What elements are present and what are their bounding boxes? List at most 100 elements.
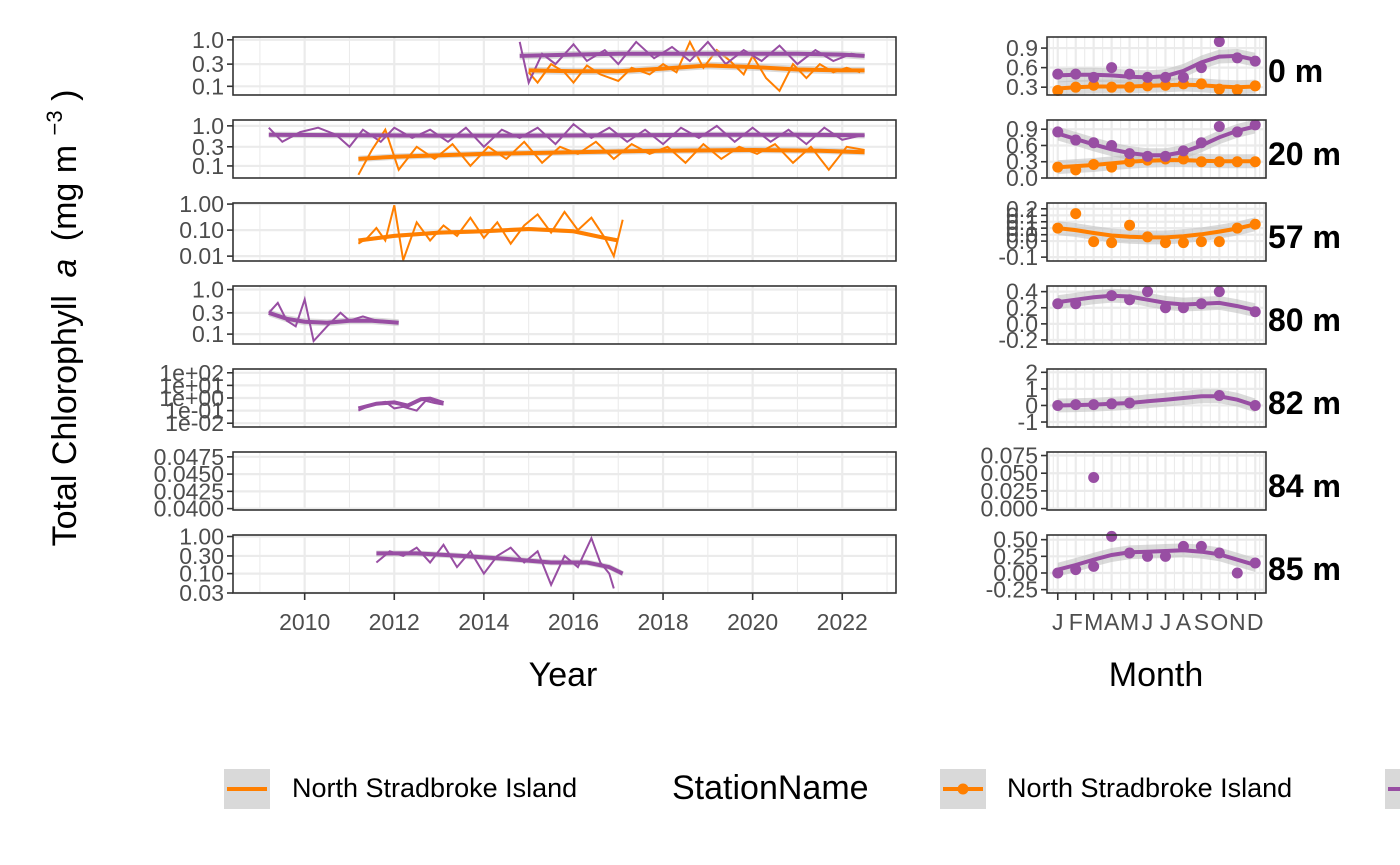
year-y-tick-label: 0.0400 xyxy=(154,496,224,522)
year-y-tick-label: 0.3 xyxy=(192,300,224,326)
month-point xyxy=(1106,161,1118,173)
month-y-tick-label: -1 xyxy=(1018,409,1038,435)
month-point xyxy=(1070,134,1082,146)
legend-title: StationName xyxy=(672,769,869,807)
month-point xyxy=(1249,156,1261,168)
month-point xyxy=(1052,68,1064,80)
year-y-tick-label: 0.01 xyxy=(179,243,224,269)
year-smooth-line xyxy=(519,51,865,58)
legend-key-point xyxy=(957,783,969,795)
month-x-tick-label: J xyxy=(1160,609,1172,635)
month-point xyxy=(1177,71,1189,83)
year-y-tick-label: 1e-02 xyxy=(165,410,224,436)
year-y-tick-label: 1e+01 xyxy=(159,372,224,398)
facet-strip-label: 20 m xyxy=(1268,136,1341,172)
year-y-tick-label: 0.3 xyxy=(192,51,224,77)
month-y-tick-label: 0.1 xyxy=(1006,202,1038,228)
year-y-tick-label: 0.1 xyxy=(192,321,224,347)
y-axis-title: Total Chlorophyll a (mg m −3 ) xyxy=(32,90,84,547)
month-x-tick-label: N xyxy=(1229,609,1246,635)
month-smooth-line xyxy=(1057,293,1256,313)
month-point xyxy=(1052,84,1064,96)
month-point xyxy=(1070,208,1082,220)
year-y-tick-label: 1e-01 xyxy=(165,398,224,424)
year-smooth-line xyxy=(357,396,445,411)
month-y-tick-label: 0.2 xyxy=(1006,295,1038,321)
facet-row-3: 1.00.30.1 0.40.20.0-0.2 80 m xyxy=(192,277,1341,353)
year-y-tick-label: 1.0 xyxy=(192,113,224,139)
x-axes: 2010 2012 2014 2016 2018 2020 2022 J F M A M J J A S O N D xyxy=(279,593,1264,635)
year-raw-line xyxy=(375,535,615,589)
month-y-tick-label: 0.2 xyxy=(1006,196,1038,222)
month-point xyxy=(1249,55,1261,67)
month-point xyxy=(1177,237,1189,249)
year-y-tick-label: 1e+00 xyxy=(159,385,224,411)
month-point xyxy=(1124,156,1136,168)
month-x-tick-label: J xyxy=(1052,609,1064,635)
legend-entry-2 xyxy=(1385,769,1400,809)
month-x-tick-label: A xyxy=(1176,609,1192,635)
year-smooth-line xyxy=(268,310,399,325)
month-smooth-line xyxy=(1057,222,1256,240)
year-y-tick-label: 0.03 xyxy=(179,580,224,606)
month-point xyxy=(1213,286,1225,298)
month-y-tick-label: 2 xyxy=(1025,359,1038,385)
month-x-tick-label: O xyxy=(1210,609,1228,635)
month-panel-border xyxy=(1046,119,1267,179)
year-x-tick-label: 2012 xyxy=(369,609,420,635)
year-y-tick-label: 0.10 xyxy=(179,217,224,243)
year-x-tick-label: 2016 xyxy=(548,609,599,635)
month-point xyxy=(1159,550,1171,562)
legend-entry-label: North Stradbroke Island xyxy=(292,773,577,803)
month-point xyxy=(1070,68,1082,80)
month-y-tick-label: 0.9 xyxy=(1006,35,1038,61)
month-point xyxy=(1231,156,1243,168)
year-y-tick-label: 0.1 xyxy=(192,153,224,179)
month-point xyxy=(1195,156,1207,168)
month-y-tick-label: 0 xyxy=(1025,392,1038,418)
month-point xyxy=(1088,71,1100,83)
year-panel-border xyxy=(232,36,897,96)
facet-strip-label: 84 m xyxy=(1268,468,1341,504)
month-point xyxy=(1142,231,1154,243)
month-point xyxy=(1070,564,1082,576)
month-point xyxy=(1177,540,1189,552)
y-axis-title-unit: (mg m xyxy=(46,145,84,241)
month-y-tick-label: 0.4 xyxy=(1006,279,1038,305)
month-point xyxy=(1231,84,1243,96)
month-point xyxy=(1177,302,1189,314)
year-y-tick-label: 0.3 xyxy=(192,134,224,160)
month-point xyxy=(1231,567,1243,579)
month-x-tick-label: M xyxy=(1084,609,1103,635)
month-point xyxy=(1249,399,1261,411)
month-panel-border xyxy=(1046,451,1267,511)
month-point xyxy=(1142,80,1154,92)
month-point xyxy=(1195,298,1207,310)
month-point xyxy=(1249,80,1261,92)
month-point xyxy=(1213,83,1225,95)
year-panel-border xyxy=(232,451,897,511)
year-y-tick-label: 0.0425 xyxy=(154,478,224,504)
month-y-tick-label: 0.1 xyxy=(1006,215,1038,241)
facet-row-6: 1.000.300.100.03 0.500.250.00-0.25 85 m xyxy=(179,524,1341,606)
month-y-tick-label: 0.25 xyxy=(993,543,1038,569)
month-x-tick-label: J xyxy=(1142,609,1154,635)
month-y-tick-label: 0.000 xyxy=(980,496,1038,522)
month-y-tick-label: 0.1 xyxy=(1006,209,1038,235)
month-point xyxy=(1088,471,1100,483)
month-y-tick-label: 0.050 xyxy=(980,460,1038,486)
month-panel-border xyxy=(1046,368,1267,428)
year-panel-border xyxy=(232,534,897,594)
month-point xyxy=(1159,302,1171,314)
facet-row-2: 1.000.100.01 0.20.10.10.10.00.0-0.1 57 m xyxy=(179,191,1341,270)
year-panel-border xyxy=(232,368,897,428)
month-point xyxy=(1124,68,1136,80)
y-axis-title-symbol: a xyxy=(46,259,84,278)
month-y-tick-label: 0.50 xyxy=(993,527,1038,553)
month-point xyxy=(1124,81,1136,93)
month-point xyxy=(1231,52,1243,64)
month-y-tick-label: 1 xyxy=(1025,376,1038,402)
month-y-tick-label: -0.25 xyxy=(986,577,1038,603)
year-panel-border xyxy=(232,119,897,179)
